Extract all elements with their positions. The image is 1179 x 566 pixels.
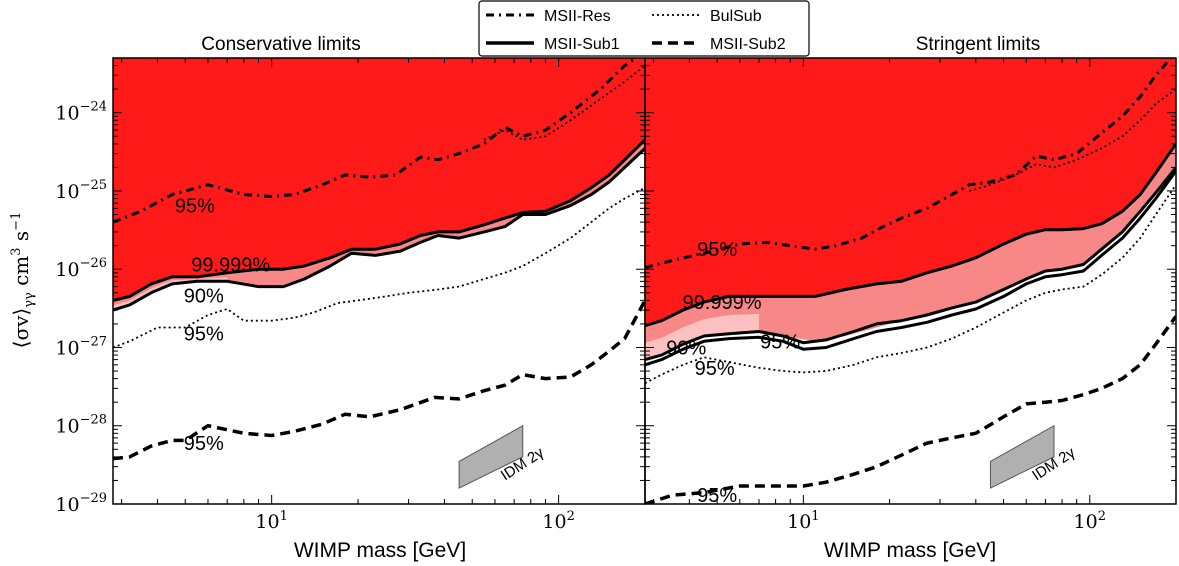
series-line-msii-sub1-solid-conservative-3 [113,138,645,302]
annotation-95-stringent-4: 95% [695,358,735,380]
annotation-95-conservative-4: 95% [184,433,224,455]
x-tick-label-stringent-0: 101 [787,509,819,533]
axis-ticks-conservative: 101 102 10−29 10−28 10−27 10−26 10−25 10−24 [55,57,646,533]
excluded-region-conservative [113,58,645,301]
excluded-region-stringent [645,58,1176,326]
legend-box [478,0,810,57]
axes-frame-stringent [644,57,1177,505]
y-tick-label-1: 10−28 [55,413,107,438]
annotation-95-stringent-5: 95% [697,485,737,507]
annotation-95-stringent-0: 95% [697,239,737,261]
y-tick-label-3: 10−26 [55,256,107,281]
y-tick-label-4: 10−25 [55,178,107,203]
confidence-band-stringent [645,143,1176,360]
panel-title-conservative: Conservative limits [201,34,360,55]
annotation-90-stringent-2: 90% [666,337,706,359]
annotation-95-conservative-0: 95% [175,196,215,218]
series-line-msii-res-dotted-conservative-1 [483,64,645,141]
series-line-msii-sub1-solid-stringent-4 [645,166,1176,362]
annotation-99-999-conservative-1: 99.999% [191,254,270,276]
y-tick-label-2: 10−27 [55,334,107,359]
series-line-bulsub-dotted-stringent-5 [645,184,1176,384]
legend-label-msii-sub2: MSII-Sub2 [710,36,786,53]
y-tick-label-5: 10−24 [55,100,107,125]
annotation-95-stringent-3: 95% [760,331,800,353]
x-tick-label-conservative-0: 101 [255,509,287,533]
series-line-msii-sub2-dashed-stringent-6 [645,315,1176,504]
legend: MSII-Res BulSub MSII-Sub1 MSII-Sub2 [478,0,810,57]
x-tick-label-conservative-1: 102 [542,509,574,533]
annotation-90-conservative-2: 90% [184,286,224,308]
series-line-msii-sub1-solid-conservative-2 [113,147,645,312]
legend-label-msii-res: MSII-Res [544,8,611,25]
panel-title-stringent: Stringent limits [916,34,1041,55]
idm-band-stringent [989,424,1055,489]
idm-band-conservative [458,424,524,489]
annotation-95-conservative-3: 95% [184,324,224,346]
y-axis-label: ⟨σv⟩γγ cm3 s−1 [9,212,37,349]
x-axis-label-stringent: WIMP mass [GeV] [824,539,996,562]
annotation-99-999-stringent-1: 99.999% [683,292,762,314]
series-line-msii-sub1-solid-stringent-2 [645,142,1176,328]
series-line-msii-sub1-solid-stringent-3 [645,170,1176,367]
legend-label-bulsub: BulSub [710,8,762,25]
y-tick-label-0: 10−29 [55,491,107,516]
legend-label-msii-sub1: MSII-Sub1 [544,36,620,53]
series-line-msii-res-dash-dot-stringent-0 [645,58,1173,270]
series-line-msii-res-dash-dot-conservative-0 [113,58,639,224]
x-axis-label-conservative: WIMP mass [GeV] [294,539,466,562]
x-tick-label-stringent-1: 102 [1074,509,1106,533]
